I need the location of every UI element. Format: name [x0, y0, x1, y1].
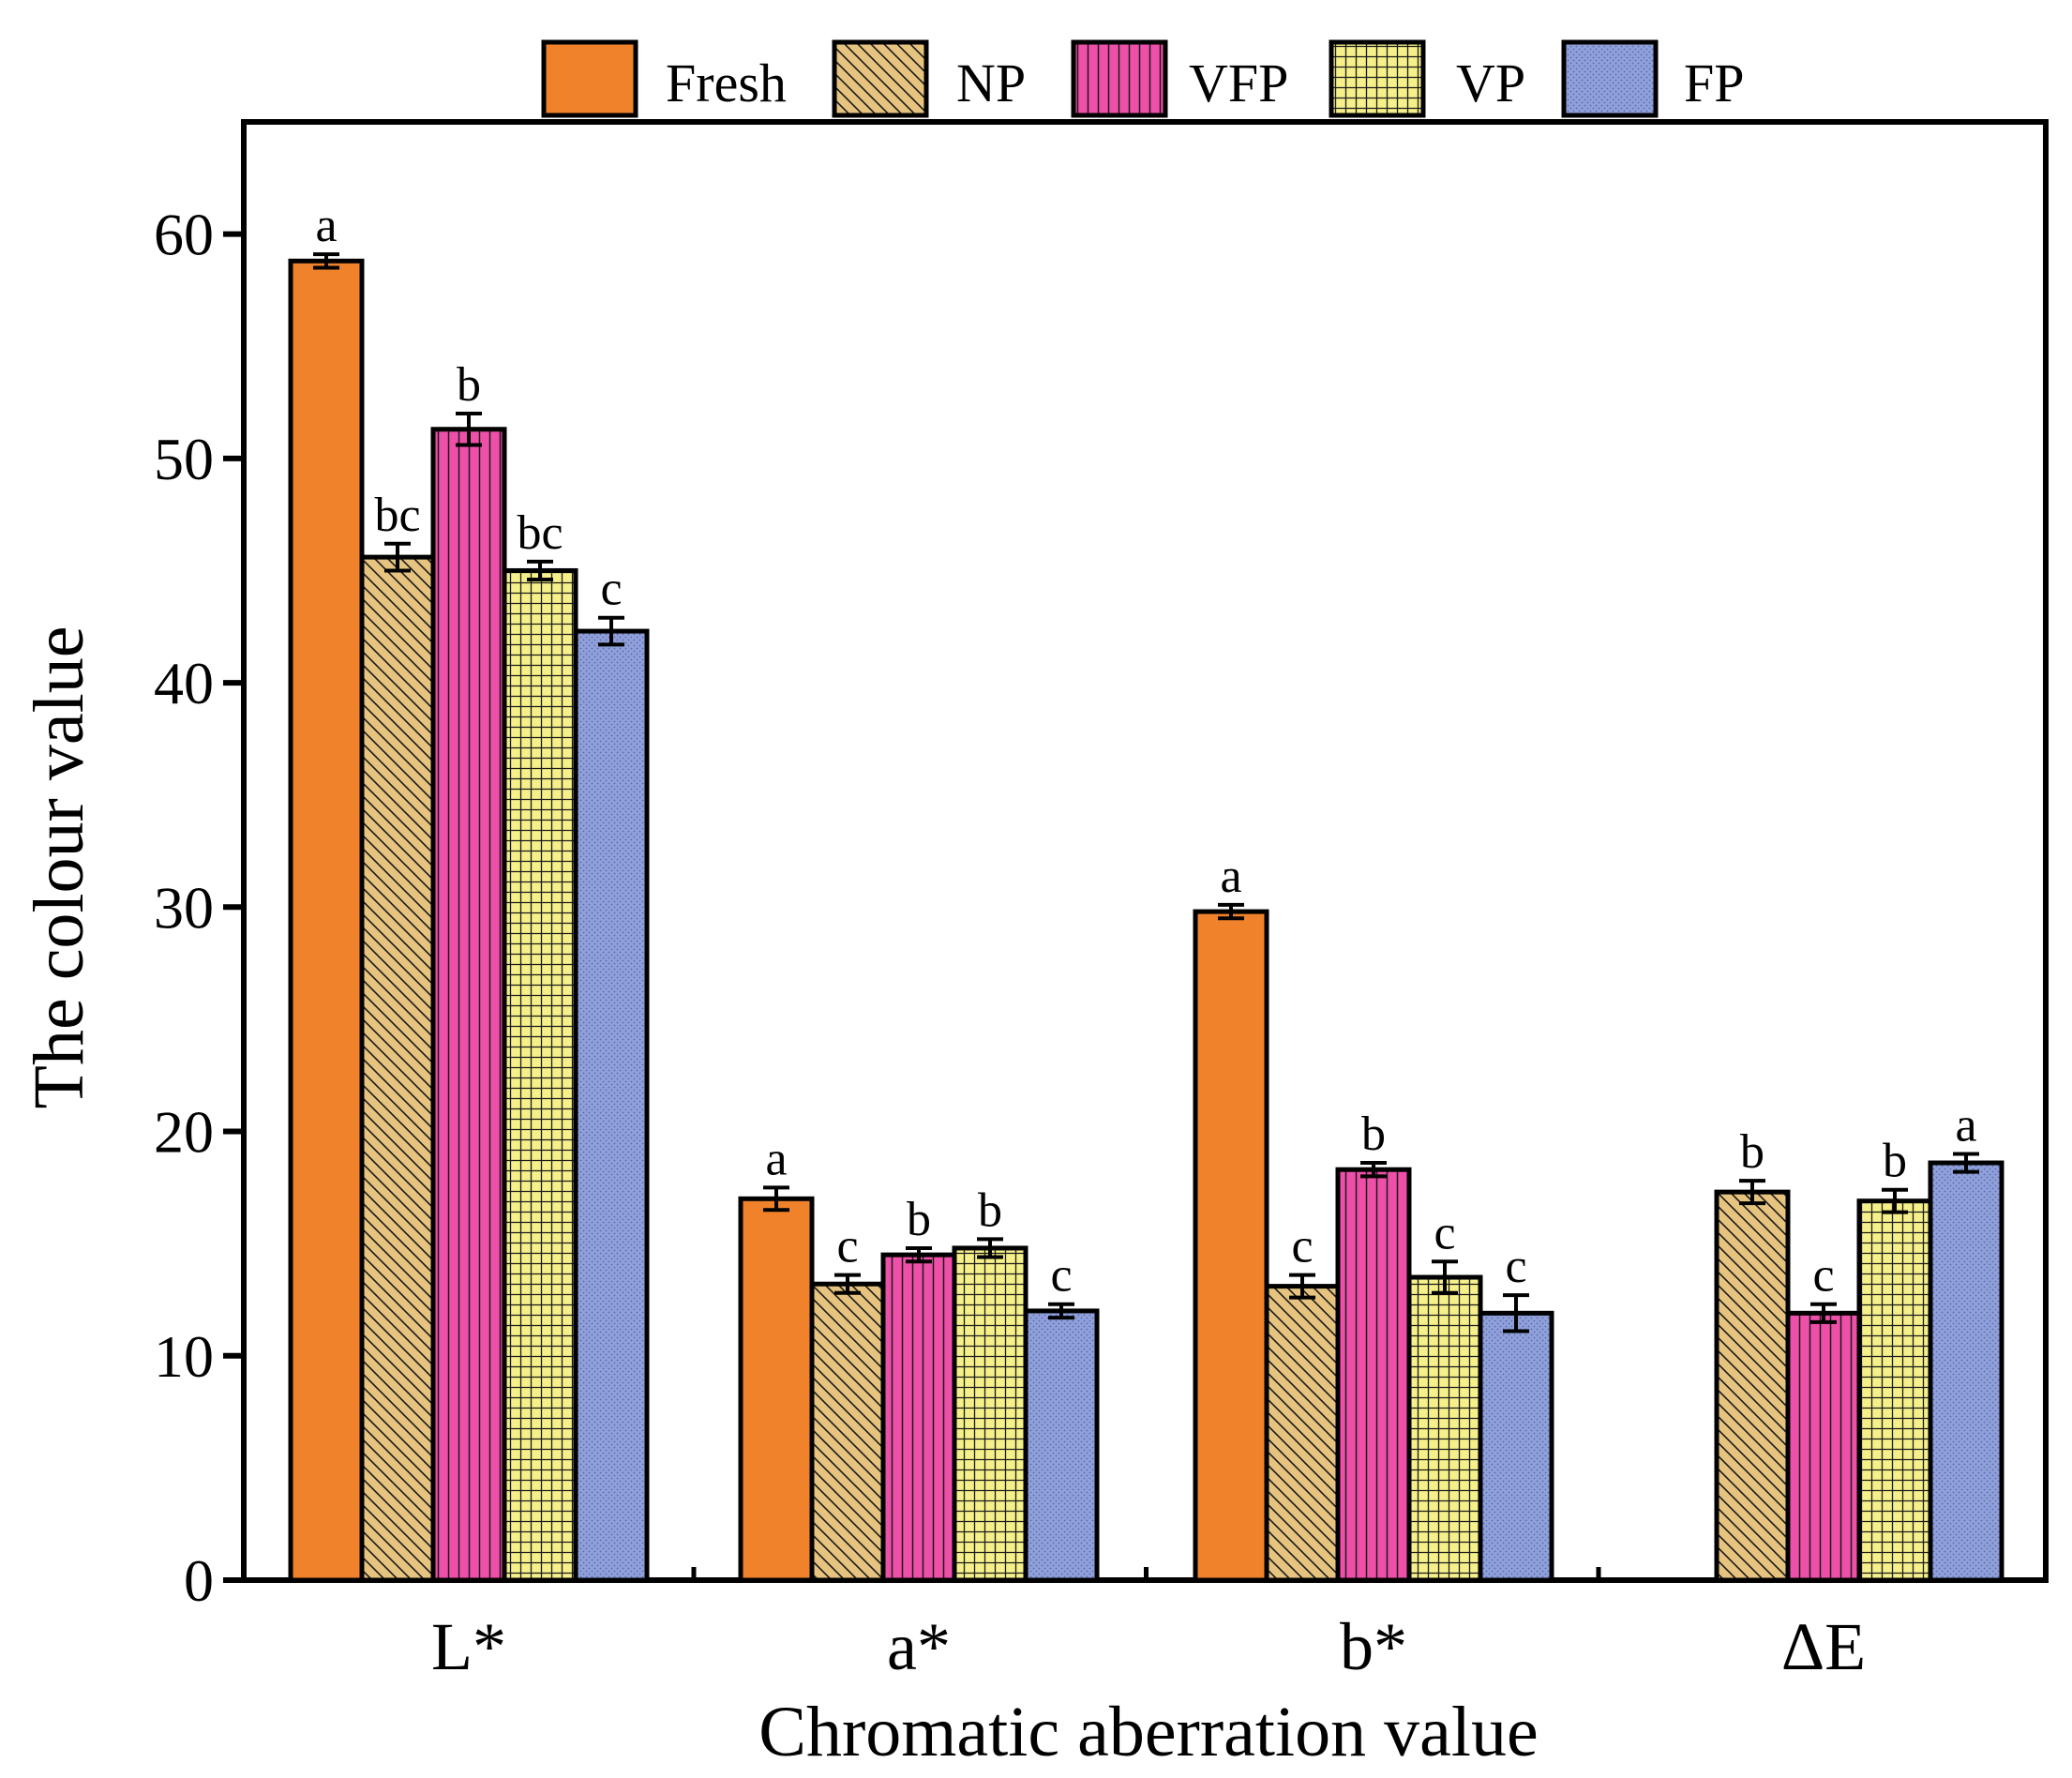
- significance-label-vfp-a-star: b: [907, 1193, 931, 1246]
- legend: Fresh NP VFP VP FP: [541, 39, 1745, 118]
- y-tick-label-10: 10: [154, 1323, 214, 1390]
- legend-label-fp: FP: [1684, 53, 1745, 113]
- significance-label-vp-a-star: b: [978, 1183, 1002, 1237]
- bar-np-delta-e: [1714, 1189, 1791, 1583]
- significance-label-vfp-l-star: b: [457, 358, 481, 412]
- bar-fp-a-star: [1023, 1308, 1100, 1583]
- bar-fp-b-star: [1478, 1310, 1554, 1583]
- y-tick-label-60: 60: [154, 202, 214, 268]
- bar-vp-a-star: [952, 1245, 1028, 1583]
- y-tick-label-40: 40: [154, 650, 214, 716]
- x-axis-title: Chromatic aberration value: [758, 1693, 1538, 1771]
- y-tick-label-0: 0: [184, 1547, 214, 1614]
- bar-vfp-l-star: [430, 427, 507, 1583]
- bar-vfp-a-star: [880, 1252, 957, 1583]
- bar-np-b-star: [1264, 1284, 1341, 1583]
- legend-label-np: NP: [956, 53, 1026, 113]
- significance-label-vfp-b-star: b: [1361, 1107, 1386, 1161]
- y-tick-label-50: 50: [154, 426, 214, 492]
- significance-label-fresh-a-star: a: [765, 1132, 787, 1185]
- significance-label-fp-delta-e: a: [1955, 1098, 1976, 1152]
- y-tick-label-20: 20: [154, 1099, 214, 1166]
- bar-vp-b-star: [1406, 1274, 1483, 1583]
- significance-label-np-a-star: c: [836, 1220, 858, 1273]
- legend-label-fresh: Fresh: [666, 53, 787, 113]
- significance-label-np-b-star: c: [1291, 1220, 1313, 1273]
- legend-item-np: NP: [832, 39, 1026, 118]
- bar-fresh-b-star: [1193, 909, 1269, 1583]
- bar-fp-l-star: [573, 628, 650, 1583]
- significance-label-np-l-star: bc: [374, 489, 420, 542]
- x-tick-label-delta-e: ΔE: [1781, 1609, 1866, 1684]
- x-tick-label-b-star: b*: [1340, 1609, 1407, 1684]
- bar-np-l-star: [359, 554, 436, 1583]
- legend-label-vfp: VFP: [1189, 53, 1288, 113]
- significance-label-fresh-l-star: a: [315, 199, 337, 252]
- bar-vfp-delta-e: [1785, 1310, 1862, 1583]
- x-tick-label-a-star: a*: [887, 1609, 951, 1684]
- legend-item-vp: VP: [1329, 39, 1525, 118]
- y-axis-title: The colour value: [20, 626, 98, 1109]
- bar-np-a-star: [809, 1281, 886, 1583]
- bar-vp-delta-e: [1856, 1198, 1933, 1583]
- significance-label-vp-b-star: c: [1434, 1206, 1455, 1259]
- legend-item-vfp: VFP: [1071, 39, 1288, 118]
- significance-label-fp-a-star: c: [1050, 1249, 1072, 1303]
- bar-vfp-b-star: [1335, 1167, 1412, 1583]
- significance-label-fp-b-star: c: [1505, 1240, 1526, 1293]
- significance-label-vp-delta-e: b: [1883, 1135, 1907, 1188]
- significance-label-vfp-delta-e: c: [1812, 1249, 1834, 1303]
- legend-item-fp: FP: [1561, 39, 1745, 118]
- significance-label-np-delta-e: b: [1740, 1125, 1764, 1179]
- legend-item-fresh: Fresh: [541, 39, 787, 118]
- y-tick-label-30: 30: [154, 874, 214, 941]
- legend-label-vp: VP: [1456, 53, 1525, 113]
- significance-label-vp-l-star: bc: [517, 506, 563, 560]
- significance-label-fresh-b-star: a: [1220, 850, 1241, 903]
- bar-fresh-a-star: [738, 1196, 815, 1583]
- significance-label-fp-l-star: c: [600, 563, 622, 616]
- bar-fp-delta-e: [1928, 1160, 2004, 1583]
- x-tick-label-l-star: L*: [431, 1609, 506, 1684]
- bar-vp-l-star: [502, 567, 578, 1583]
- bar-fresh-l-star: [288, 258, 365, 1583]
